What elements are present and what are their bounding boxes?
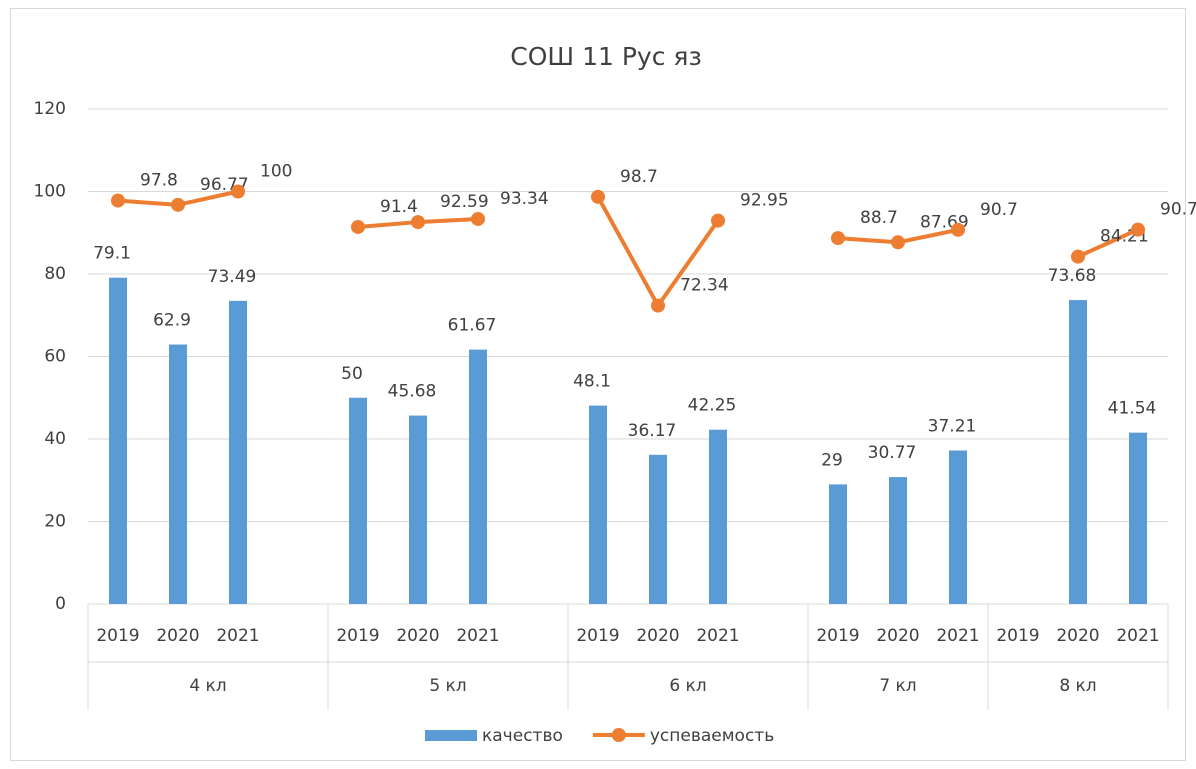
data-label: 36.17: [628, 421, 677, 441]
x-tick-label: 2021: [216, 626, 259, 646]
data-label: 92.95: [740, 191, 789, 211]
y-tick-label: 40: [44, 429, 66, 449]
group-label: 5 кл: [429, 676, 466, 696]
bar: [1129, 432, 1147, 604]
bar: [229, 300, 247, 604]
data-label: 100: [260, 162, 292, 182]
data-label: 61.67: [448, 316, 497, 336]
data-label: 93.34: [500, 189, 549, 209]
bar: [589, 405, 607, 604]
line-marker: [831, 231, 845, 246]
data-label: 30.77: [868, 443, 917, 463]
bar: [889, 477, 907, 604]
x-tick-label: 2020: [1056, 626, 1099, 646]
x-tick-label: 2020: [396, 626, 439, 646]
x-tick-label: 2021: [1116, 626, 1159, 646]
y-tick-label: 100: [34, 182, 66, 202]
data-label: 42.25: [688, 396, 737, 416]
y-tick-label: 80: [44, 264, 66, 284]
data-label: 90.77: [1160, 200, 1196, 220]
group-label: 4 кл: [189, 676, 226, 696]
data-label: 62.9: [153, 311, 191, 331]
x-tick-label: 2020: [156, 626, 199, 646]
y-tick-label: 0: [55, 594, 66, 614]
line-marker: [591, 189, 605, 204]
y-tick-label: 120: [34, 99, 66, 119]
line-marker: [351, 219, 365, 234]
x-tick-label: 2019: [576, 626, 619, 646]
line-marker: [711, 213, 725, 228]
data-label: 48.1: [573, 372, 611, 392]
data-label: 90.7: [980, 200, 1018, 220]
y-tick-label: 60: [44, 347, 66, 367]
data-label: 45.68: [388, 382, 437, 402]
data-label: 88.7: [860, 208, 898, 228]
data-label: 92.59: [440, 192, 489, 212]
chart-title: СОШ 11 Рус яз: [510, 42, 701, 71]
line-marker: [231, 184, 245, 199]
bar: [829, 484, 847, 604]
bar: [949, 450, 967, 604]
line-marker: [171, 197, 185, 212]
data-label: 98.7: [620, 167, 658, 187]
data-label: 79.1: [93, 244, 131, 264]
x-tick-label: 2019: [336, 626, 379, 646]
legend-swatch: [425, 730, 477, 741]
data-label: 72.34: [680, 276, 729, 296]
group-label: 8 кл: [1059, 676, 1096, 696]
x-tick-label: 2019: [996, 626, 1039, 646]
x-tick-label: 2021: [696, 626, 739, 646]
line-marker: [471, 211, 485, 226]
data-label: 50: [341, 364, 363, 384]
group-label: 6 кл: [669, 676, 706, 696]
legend-swatch: [611, 728, 626, 742]
bar: [409, 415, 427, 604]
x-tick-label: 2021: [936, 626, 979, 646]
data-label: 41.54: [1108, 399, 1157, 419]
data-label: 73.68: [1048, 266, 1097, 286]
line-marker: [1071, 249, 1085, 264]
x-tick-label: 2019: [96, 626, 139, 646]
data-label: 97.8: [140, 171, 178, 191]
line-marker: [1131, 222, 1145, 237]
bar: [169, 344, 187, 604]
legend-label: успеваемость: [650, 726, 774, 746]
bar: [1069, 300, 1087, 604]
bar: [709, 429, 727, 604]
line-marker: [651, 298, 665, 313]
data-label: 91.4: [380, 197, 418, 217]
data-label: 37.21: [928, 417, 977, 437]
y-tick-label: 20: [44, 512, 66, 532]
legend-label: качество: [482, 726, 563, 746]
bar: [349, 397, 367, 604]
x-tick-label: 2021: [456, 626, 499, 646]
x-tick-label: 2020: [876, 626, 919, 646]
chart-frame: [10, 8, 1186, 761]
bar: [109, 277, 127, 604]
x-tick-label: 2020: [636, 626, 679, 646]
line-marker: [891, 235, 905, 250]
bar: [469, 349, 487, 604]
bar: [649, 454, 667, 604]
group-label: 7 кл: [879, 676, 916, 696]
data-label: 73.49: [208, 267, 257, 287]
line-marker: [951, 222, 965, 237]
line-marker: [411, 215, 425, 230]
x-tick-label: 2019: [816, 626, 859, 646]
data-label: 29: [821, 450, 843, 470]
line-marker: [111, 193, 125, 208]
